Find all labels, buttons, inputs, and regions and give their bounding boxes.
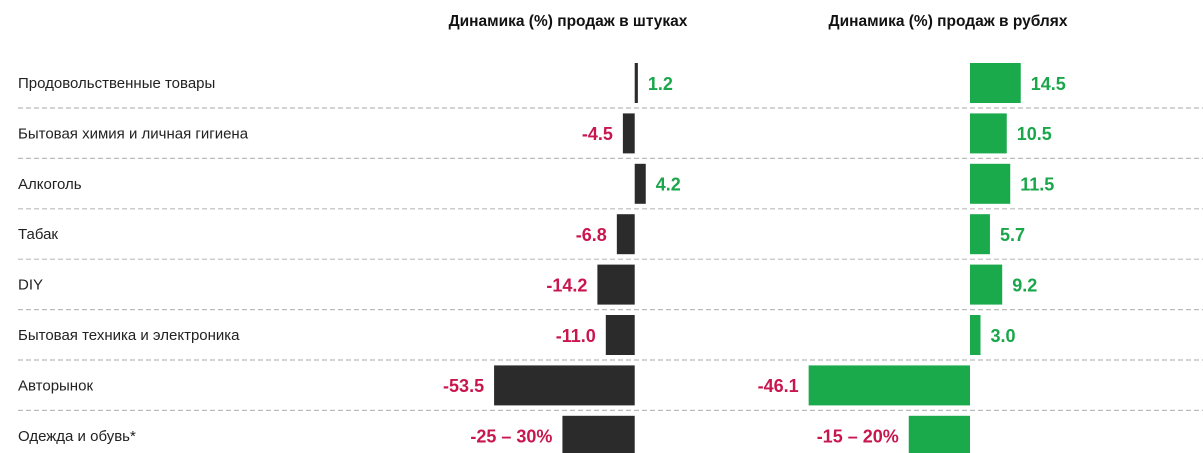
value-label: 9.2 <box>1012 275 1037 295</box>
value-label: -11.0 <box>556 326 596 346</box>
bar <box>562 415 635 453</box>
value-label: 5.7 <box>1000 225 1025 245</box>
bar <box>634 63 638 103</box>
category-label: Табак <box>18 226 58 243</box>
value-label: -4.5 <box>582 124 613 144</box>
category-label: Одежда и обувь* <box>18 428 136 445</box>
bar <box>808 365 970 406</box>
bar <box>494 365 635 406</box>
value-label: 11.5 <box>1020 175 1054 195</box>
value-label: -15 – 20% <box>817 427 899 447</box>
value-label: -6.8 <box>576 225 607 245</box>
bar <box>605 315 635 355</box>
category-label: DIY <box>18 277 43 294</box>
category-label: Продовольственные товары <box>18 75 215 92</box>
bar <box>634 163 646 204</box>
bar <box>622 113 635 154</box>
value-label: -14.2 <box>546 275 587 295</box>
value-label: -53.5 <box>443 376 484 396</box>
value-label: 10.5 <box>1017 124 1052 144</box>
category-label: Бытовая техника и электроника <box>18 327 240 344</box>
bar <box>970 264 1003 305</box>
bar <box>970 315 981 355</box>
bar <box>970 214 990 255</box>
bar <box>970 163 1011 204</box>
value-label: -25 – 30% <box>470 427 552 447</box>
bar <box>597 264 635 305</box>
value-label: 3.0 <box>991 326 1016 346</box>
value-label: 4.2 <box>656 175 681 195</box>
chart-title: Динамика (%) продаж в рублях <box>829 13 1068 30</box>
category-label: Бытовая химия и личная гигиена <box>18 125 249 142</box>
category-label: Алкоголь <box>18 176 82 193</box>
bar <box>970 113 1007 154</box>
value-label: 1.2 <box>648 74 673 94</box>
bar <box>970 63 1021 103</box>
bar <box>616 214 635 255</box>
chart-title: Динамика (%) продаж в штуках <box>449 13 688 30</box>
value-label: -46.1 <box>758 376 799 396</box>
category-label: Авторынок <box>18 377 93 394</box>
bar <box>908 415 970 453</box>
value-label: 14.5 <box>1031 74 1066 94</box>
